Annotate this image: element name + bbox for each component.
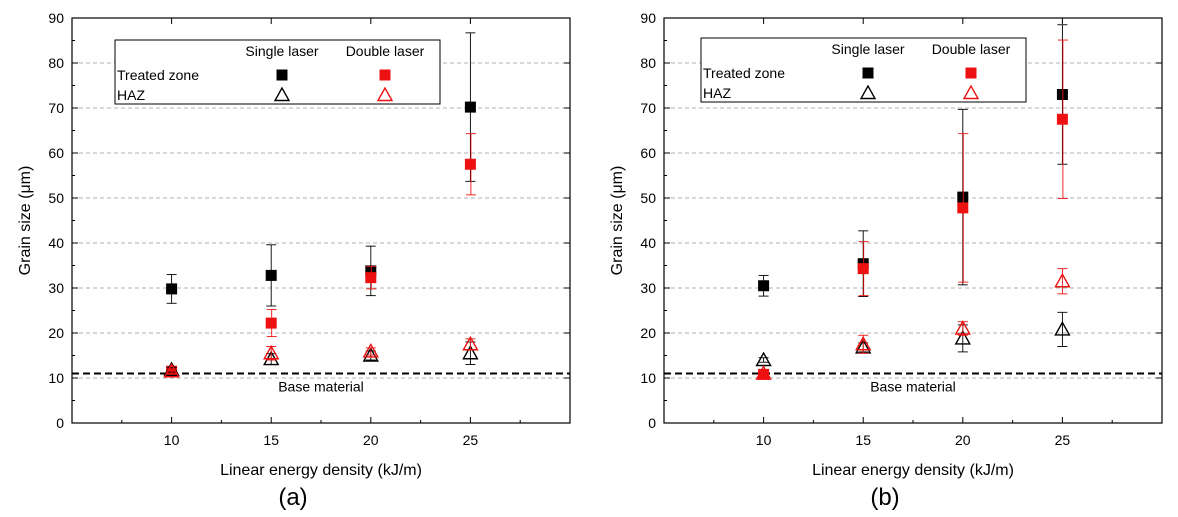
y-tick-label-b-8: 80: [640, 55, 656, 71]
y-tick-label-b-3: 30: [640, 280, 656, 296]
series-b-2: [755, 311, 1071, 367]
x-axis-label-a: Linear energy density (kJ/m): [220, 462, 422, 479]
data-point-b-2-2: [954, 329, 971, 345]
legend-row-label-a-0: Treated zone: [117, 67, 199, 83]
y-tick-label-b-1: 10: [640, 370, 656, 386]
chart-svg-a: 0 10 20 30 40 50 60 70 80 90 10 15 20 25 Linear energy…: [17, 10, 571, 479]
data-point-a-3-3: [462, 335, 479, 351]
legend-col-header-b-0: Single laser: [831, 41, 904, 57]
x-tick-label-b-1: 15: [855, 432, 871, 448]
data-point-a-3-2: [362, 343, 379, 358]
data-point-a-1-1: [265, 317, 277, 329]
legend-a: Single laser Double laser Treated zone HAZ: [114, 39, 441, 105]
y-tick-label-a-2: 20: [48, 325, 64, 341]
panel-label-b: (b): [870, 484, 900, 511]
y-tick-label-a-5: 50: [48, 190, 64, 206]
chart-svg-b: 0 10 20 30 40 50 60 70 80 90 10 15 20 25 Linear energy…: [609, 10, 1163, 479]
x-tick-label-a-0: 10: [164, 432, 180, 448]
y-tick-label-b-2: 20: [640, 325, 656, 341]
chart-panel-b: 0 10 20 30 40 50 60 70 80 90 10 15 20 25 Linear energy…: [592, 0, 1178, 517]
legend-marker-b-1-single: [859, 84, 877, 100]
data-point-a-1-2: [365, 272, 377, 284]
y-tick-label-a-4: 40: [48, 235, 64, 251]
y-tick-label-b-7: 70: [640, 100, 656, 116]
x-tick-label-b-3: 25: [1055, 432, 1071, 448]
y-tick-label-a-7: 70: [48, 100, 64, 116]
base-material-label-a: Base material: [278, 379, 364, 395]
data-point-b-3-3: [1054, 272, 1071, 288]
data-point-a-1-3: [464, 158, 476, 170]
series-a-3: [163, 335, 479, 378]
data-point-b-0-2: [957, 191, 969, 203]
legend-marker-a-1-single: [273, 86, 291, 102]
data-point-b-1-1: [857, 263, 869, 275]
data-point-b-3-2: [954, 320, 971, 335]
series-a-0: [166, 32, 476, 307]
data-point-a-3-0: [163, 362, 180, 378]
data-point-a-0-0: [166, 283, 178, 295]
data-point-a-3-1: [263, 344, 280, 360]
data-point-b-0-3: [1056, 89, 1068, 100]
y-axis-label-a: Grain size (μm): [17, 166, 34, 276]
chart-panel-a: 0 10 20 30 40 50 60 70 80 90 10 15 20 25 Linear energy…: [0, 0, 586, 517]
series-b-3: [755, 268, 1071, 380]
data-point-b-3-0: [755, 365, 772, 380]
legend-row-label-b-0: Treated zone: [703, 65, 785, 81]
y-tick-label-b-9: 90: [640, 10, 656, 26]
legend-marker-a-0-single: [276, 69, 288, 81]
y-axis-label-b: Grain size (μm): [609, 166, 626, 276]
data-point-a-2-3: [462, 344, 479, 360]
data-point-b-1-2: [957, 202, 969, 214]
series-a-1: [166, 133, 476, 377]
y-tick-label-a-8: 80: [48, 55, 64, 71]
legend-marker-a-0-double: [379, 69, 391, 81]
y-tick-label-b-4: 40: [640, 235, 656, 251]
data-point-a-0-3: [464, 101, 476, 113]
legend-marker-b-0-single: [862, 67, 874, 79]
x-tick-label-b-0: 10: [756, 432, 772, 448]
data-point-b-3-1: [855, 335, 872, 351]
data-point-a-0-1: [265, 269, 277, 281]
legend-col-header-a-0: Single laser: [245, 43, 318, 59]
panel-label-a: (a): [278, 484, 308, 511]
legend-col-header-b-1: Double laser: [932, 41, 1011, 57]
legend-b: Single laser Double laser Treated zone HAZ: [700, 37, 1027, 103]
x-tick-label-b-2: 20: [955, 432, 971, 448]
data-point-a-0-2: [365, 265, 377, 277]
y-tick-label-b-0: 0: [648, 415, 656, 431]
series-a-2: [163, 341, 479, 377]
legend-marker-a-1-double: [376, 86, 394, 102]
y-tick-label-a-0: 0: [56, 415, 64, 431]
y-tick-label-b-5: 50: [640, 190, 656, 206]
base-material-label-b: Base material: [870, 379, 956, 395]
data-point-b-0-0: [758, 280, 770, 292]
data-point-b-1-3: [1056, 113, 1068, 125]
legend-marker-b-1-double: [962, 84, 980, 100]
legend-marker-b-0-double: [965, 67, 977, 79]
legend-col-header-a-1: Double laser: [346, 43, 425, 59]
x-axis-label-b: Linear energy density (kJ/m): [812, 462, 1014, 479]
y-tick-label-a-9: 90: [48, 10, 64, 26]
x-tick-label-a-2: 20: [363, 432, 379, 448]
y-tick-label-a-6: 60: [48, 145, 64, 161]
x-tick-label-a-3: 25: [463, 432, 479, 448]
y-tick-label-a-3: 30: [48, 280, 64, 296]
legend-row-label-b-1: HAZ: [703, 85, 731, 101]
y-tick-label-a-1: 10: [48, 370, 64, 386]
x-tick-label-a-1: 15: [263, 432, 279, 448]
legend-row-label-a-1: HAZ: [117, 87, 145, 103]
data-point-b-2-3: [1054, 320, 1071, 336]
y-tick-label-b-6: 60: [640, 145, 656, 161]
